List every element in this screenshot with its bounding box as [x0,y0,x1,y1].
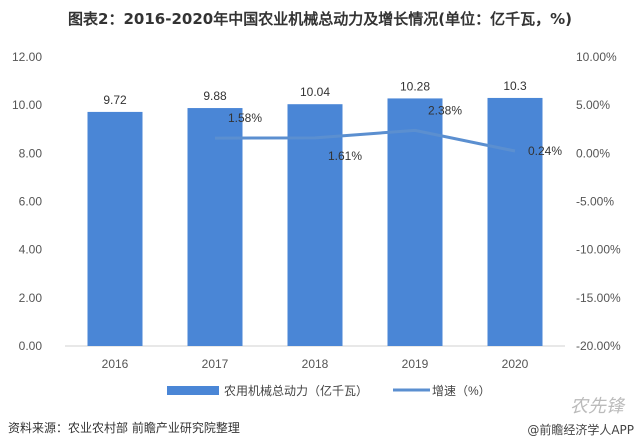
bar-data-label: 9.72 [103,93,127,107]
left-tick-label: 8.00 [19,146,43,160]
bar-data-label: 9.88 [203,89,227,103]
line-data-label: 1.61% [328,149,362,163]
credit-note: @前瞻经济学人APP [527,423,634,437]
growth-line [214,128,516,153]
source-note: 资料来源：农业农村部 前瞻产业研究院整理 [8,421,240,435]
left-tick-label: 12.00 [12,50,42,64]
x-tick-label: 2016 [102,357,129,371]
x-tick-label: 2019 [402,357,429,371]
right-tick-label: -10.00% [576,243,621,257]
right-tick-label: 5.00% [576,98,610,112]
left-tick-label: 0.00 [19,339,43,353]
left-tick-label: 4.00 [19,243,43,257]
right-tick-label: 10.00% [576,50,617,64]
x-tick-label: 2020 [502,357,529,371]
right-tick-label: -5.00% [576,195,614,209]
chart-title: 图表2：2016-2020年中国农业机械总动力及增长情况(单位：亿千瓦，%) [68,10,572,28]
x-tick-label: 2018 [302,357,329,371]
line-data-label: 2.38% [428,103,462,117]
right-tick-label: 0.00% [576,146,610,160]
bar [87,111,143,346]
right-tick-label: -15.00% [576,291,621,305]
line-data-label: 0.24% [528,144,562,158]
left-tick-label: 10.00 [12,98,42,112]
right-tick-label: -20.00% [576,339,621,353]
legend-line-label: 增速（%） [432,384,491,398]
bar [487,97,543,346]
bar [387,98,443,346]
bar-data-label: 10.28 [400,79,430,93]
legend-bar-label: 农用机械总动力（亿千瓦） [224,383,368,398]
x-tick-label: 2017 [202,357,229,371]
bar [287,104,343,346]
left-tick-label: 2.00 [19,291,43,305]
left-tick-label: 6.00 [19,195,43,209]
logo-watermark: 农先锋 [570,396,624,417]
bar-data-label: 10.3 [503,79,527,93]
bar-data-label: 10.04 [300,85,330,99]
bar [187,108,243,346]
legend-bar-swatch [167,386,219,395]
line-data-label: 1.58% [228,111,262,125]
